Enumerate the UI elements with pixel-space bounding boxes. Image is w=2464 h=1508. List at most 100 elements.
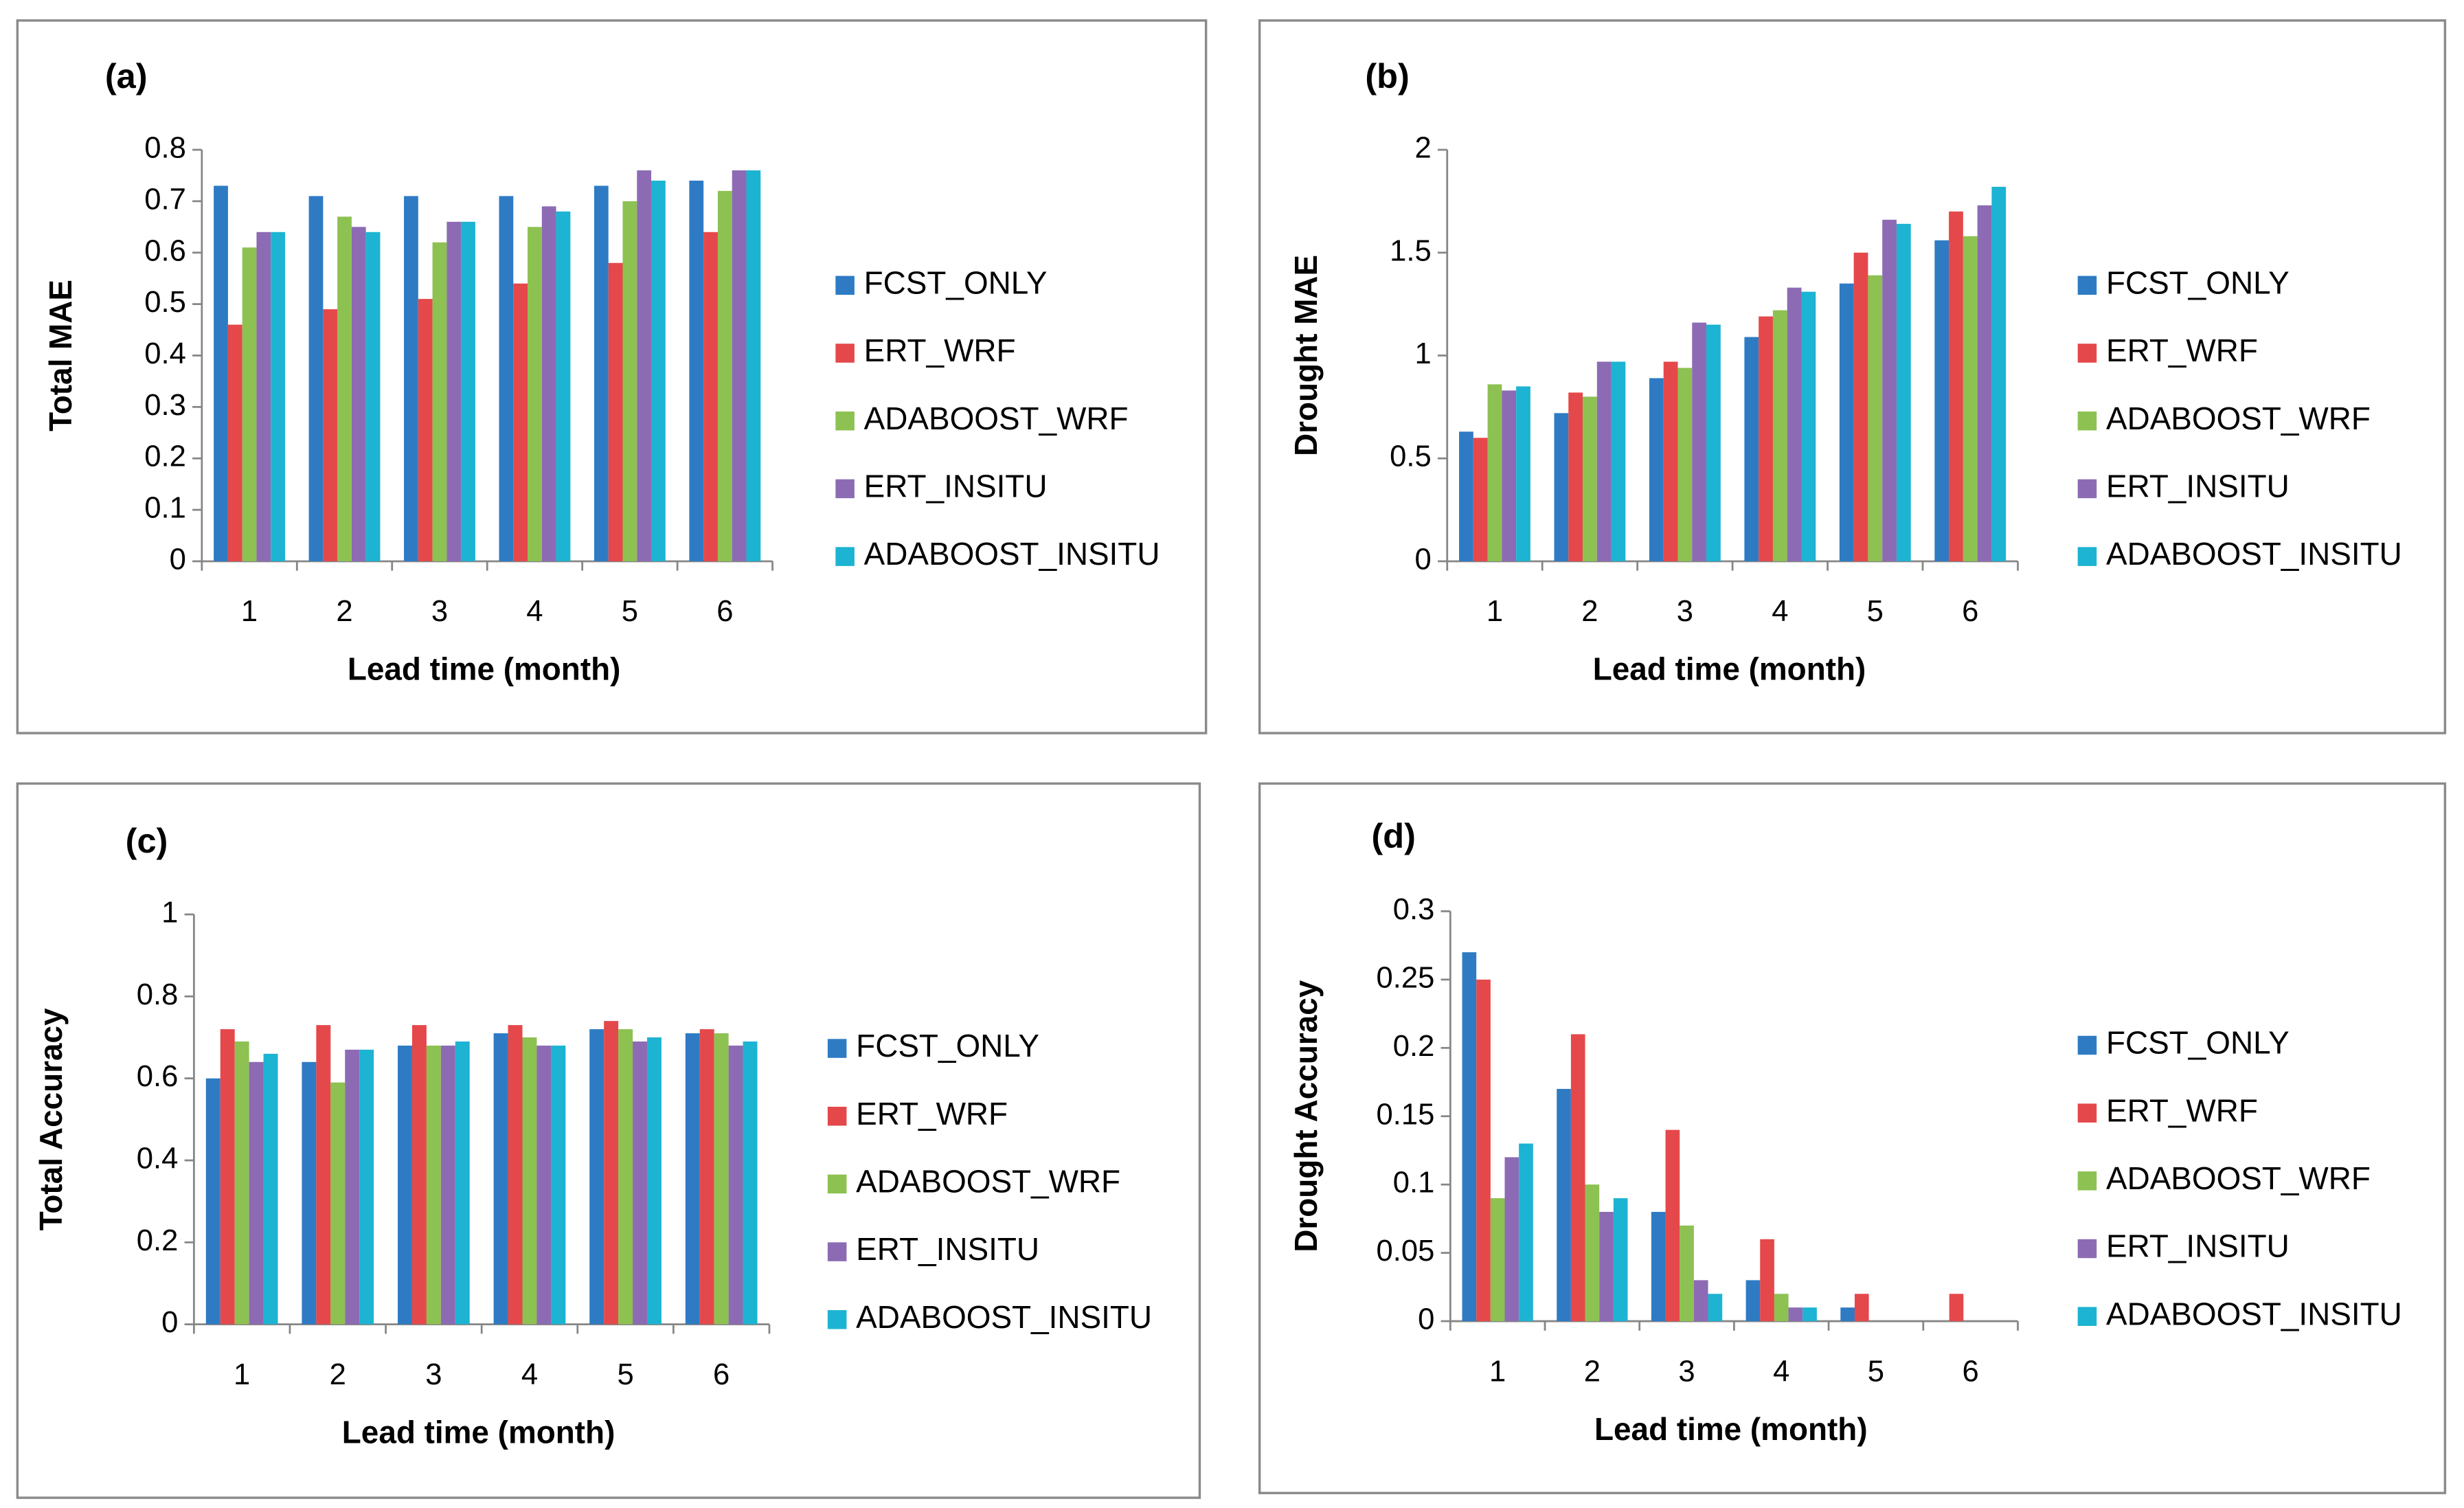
- y-tick-label: 0.4: [144, 337, 186, 370]
- legend-swatch: [2077, 1171, 2097, 1191]
- bar: [411, 1025, 427, 1325]
- bar: [345, 1049, 360, 1325]
- bar: [703, 232, 718, 561]
- bar: [1759, 316, 1773, 561]
- panel-border: [1258, 782, 2447, 1494]
- bar: [1706, 324, 1721, 561]
- bar: [330, 1082, 346, 1325]
- bar: [418, 299, 433, 561]
- bar: [528, 227, 542, 561]
- x-axis-label: Lead time (month): [1594, 1411, 1868, 1447]
- chart-title: (d): [1371, 816, 1415, 855]
- bar: [717, 190, 732, 561]
- y-tick-label: 0.3: [1393, 893, 1435, 926]
- bar: [205, 1078, 221, 1325]
- y-tick-label: 0.05: [1377, 1235, 1435, 1268]
- bar: [242, 247, 257, 561]
- x-tick-label: 1: [234, 1358, 250, 1391]
- legend-swatch: [2077, 411, 2097, 431]
- bar: [1839, 283, 1854, 561]
- x-tick-label: 6: [713, 1358, 730, 1391]
- y-tick-label: 0: [170, 543, 186, 576]
- legend-swatch: [2077, 547, 2097, 566]
- legend-swatch: [2077, 1035, 2097, 1055]
- x-tick-label: 5: [1867, 595, 1884, 628]
- legend-label: ADABOOST_WRF: [856, 1164, 1120, 1200]
- legend-label: ADABOOST_WRF: [864, 401, 1129, 436]
- bar: [271, 232, 285, 561]
- legend-swatch: [2077, 275, 2097, 295]
- x-tick-label: 3: [1677, 595, 1693, 628]
- x-axis-label: Lead time (month): [342, 1414, 615, 1450]
- bar: [1708, 1294, 1723, 1322]
- x-tick-label: 6: [1963, 1355, 1979, 1388]
- bar: [455, 1041, 470, 1325]
- legend-swatch: [827, 1242, 847, 1261]
- bar: [1934, 240, 1949, 561]
- legend-label: ERT_INSITU: [2106, 1228, 2290, 1264]
- legend-swatch: [827, 1309, 847, 1329]
- bar: [1613, 1198, 1628, 1322]
- bar: [541, 206, 556, 561]
- chart-title: (a): [105, 56, 148, 95]
- legend-label: ADABOOST_WRF: [2106, 401, 2371, 436]
- y-tick-label: 0.2: [1393, 1030, 1435, 1063]
- bar: [1611, 361, 1626, 561]
- x-tick-label: 2: [1584, 1355, 1601, 1388]
- bar: [308, 196, 324, 561]
- bar: [1459, 431, 1473, 561]
- bar: [249, 1061, 264, 1325]
- y-tick-label: 0: [1418, 1303, 1434, 1336]
- bar: [1772, 310, 1787, 561]
- x-tick-label: 1: [1487, 595, 1503, 628]
- bar: [316, 1025, 331, 1325]
- y-axis-label: Drought MAE: [1288, 255, 1324, 456]
- bar: [359, 1049, 374, 1325]
- bar: [1882, 219, 1897, 561]
- bar: [633, 1041, 647, 1325]
- legend-swatch: [2077, 1103, 2097, 1123]
- legend-swatch: [835, 547, 855, 566]
- bar: [622, 201, 637, 561]
- x-tick-label: 3: [1678, 1355, 1695, 1388]
- y-tick-label: 1: [161, 897, 178, 930]
- x-tick-label: 6: [1962, 595, 1978, 628]
- bar: [447, 221, 462, 561]
- bar: [618, 1029, 633, 1325]
- x-tick-label: 5: [617, 1358, 633, 1391]
- bar: [1801, 291, 1816, 561]
- y-tick-label: 0.2: [137, 1224, 179, 1257]
- legend-swatch: [2077, 1307, 2097, 1326]
- legend-swatch: [835, 479, 855, 499]
- chart-title: (c): [126, 821, 168, 860]
- bar: [263, 1053, 278, 1325]
- x-tick-label: 1: [241, 595, 258, 628]
- legend-label: FCST_ONLY: [856, 1028, 1039, 1064]
- legend-label: FCST_ONLY: [2106, 265, 2290, 300]
- x-tick-label: 3: [425, 1358, 442, 1391]
- y-tick-label: 0.2: [144, 440, 186, 473]
- bar: [220, 1029, 235, 1325]
- y-tick-label: 0.5: [144, 286, 186, 319]
- bar: [1487, 384, 1502, 561]
- bar: [1692, 322, 1707, 561]
- bar: [1744, 337, 1759, 561]
- bar: [1651, 1211, 1666, 1322]
- bar: [1868, 275, 1883, 561]
- legend-label: ADABOOST_INSITU: [856, 1299, 1152, 1335]
- bar: [728, 1045, 743, 1325]
- bar: [432, 242, 447, 561]
- x-tick-label: 3: [431, 595, 448, 628]
- y-tick-label: 0.6: [137, 1060, 179, 1093]
- bar: [508, 1025, 523, 1325]
- bar: [1502, 390, 1517, 561]
- bar: [1840, 1307, 1855, 1322]
- bar: [1663, 361, 1678, 561]
- bar: [1596, 361, 1612, 561]
- x-tick-label: 4: [526, 595, 543, 628]
- bar: [1570, 1034, 1585, 1322]
- bar: [499, 196, 514, 561]
- legend-label: ADABOOST_INSITU: [2106, 536, 2402, 572]
